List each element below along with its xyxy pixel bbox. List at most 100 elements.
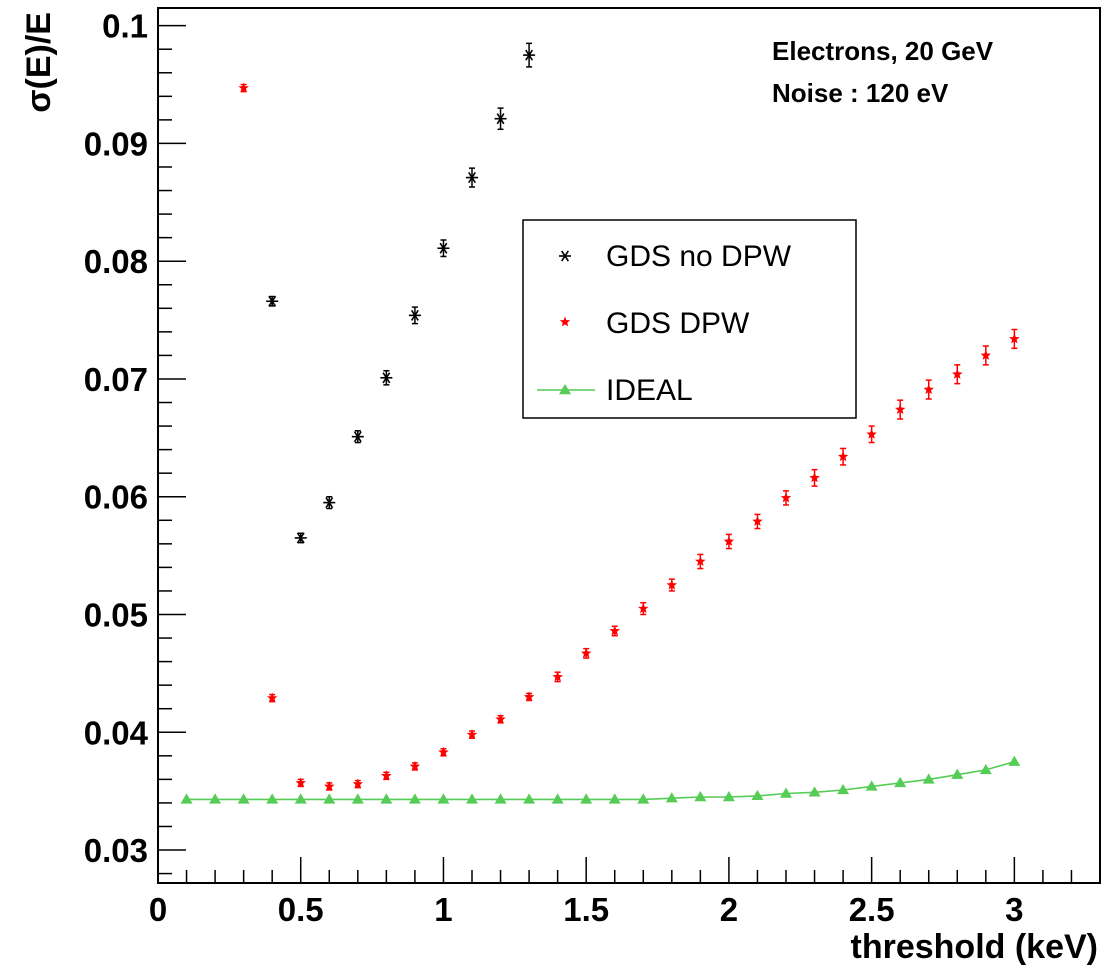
- data-point: [466, 172, 478, 184]
- data-point: [580, 793, 593, 804]
- data-point: [323, 497, 336, 509]
- data-point: [837, 783, 850, 795]
- data-point: [809, 472, 820, 483]
- data-point: [380, 372, 393, 384]
- data-point: [380, 793, 393, 804]
- data-point: [723, 536, 735, 546]
- data-point: [523, 691, 535, 702]
- annotation-beam: Electrons, 20 GeV: [772, 36, 994, 66]
- legend-label-gds-no-dpw: GDS no DPW: [606, 240, 792, 273]
- data-point: [381, 770, 392, 781]
- data-point: [494, 793, 507, 804]
- data-point: [609, 625, 620, 636]
- data-point: [409, 760, 421, 771]
- data-point: [666, 579, 677, 590]
- legend: GDS no DPW GDS DPW IDEAL: [522, 219, 857, 419]
- data-point: [780, 787, 792, 798]
- y-tick-label: 0.05: [84, 596, 148, 633]
- data-point: [437, 242, 450, 254]
- data-point: [1008, 755, 1021, 766]
- data-point: [438, 746, 449, 757]
- data-point: [352, 778, 363, 789]
- y-tick-label: 0.1: [102, 8, 148, 45]
- data-point: [922, 773, 935, 784]
- data-point: [638, 603, 649, 614]
- data-point: [722, 791, 735, 802]
- data-point: [665, 792, 678, 803]
- y-tick-label: 0.04: [84, 714, 149, 751]
- data-point: [751, 789, 764, 801]
- data-point: [294, 793, 307, 804]
- data-point: [895, 404, 906, 414]
- series-gds-no-dpw: [266, 42, 536, 544]
- data-point: [780, 492, 792, 503]
- series-layer: [180, 42, 1021, 804]
- legend-marker-ideal: [537, 384, 595, 395]
- plot-frame: [157, 7, 1101, 884]
- data-point: [894, 776, 907, 788]
- data-point: [866, 428, 877, 439]
- data-point: [323, 793, 336, 804]
- x-tick-label: 2: [720, 891, 738, 928]
- legend-label-ideal: IDEAL: [606, 374, 693, 407]
- data-point: [865, 780, 878, 791]
- legend-symbol: [559, 384, 571, 395]
- legend-symbol: [559, 316, 571, 327]
- series-gds-dpw: [238, 82, 1020, 791]
- data-point: [351, 431, 364, 443]
- data-point: [581, 647, 592, 658]
- y-tick-label: 0.08: [84, 243, 148, 280]
- data-point: [351, 793, 364, 804]
- data-point: [1009, 333, 1020, 344]
- ticks-layer: 0 0.5 1 1.5 2 2.5 3 0.03 0.04 0.05 0.06 0.07 0.08 0.0…: [84, 8, 1101, 928]
- data-point: [494, 113, 507, 125]
- x-tick-label: 0: [149, 891, 167, 928]
- data-point: [637, 793, 650, 804]
- data-point: [923, 384, 934, 394]
- legend-box: [522, 219, 857, 419]
- data-point: [952, 368, 963, 379]
- data-point: [551, 793, 564, 804]
- data-point: [466, 793, 478, 804]
- data-point: [295, 777, 306, 788]
- data-point: [695, 556, 706, 566]
- x-tick-label: 0.5: [278, 891, 324, 928]
- data-point: [837, 451, 849, 462]
- y-tick-label: 0.07: [84, 361, 148, 398]
- data-point: [466, 729, 478, 740]
- series-ideal: [180, 755, 1021, 804]
- y-tick-label: 0.03: [84, 832, 148, 869]
- legend-label-gds-dpw: GDS DPW: [606, 307, 750, 340]
- data-point: [408, 309, 421, 321]
- legend-marker-gds-no-dpw: [559, 250, 571, 262]
- data-point: [324, 780, 335, 791]
- data-point: [523, 793, 536, 804]
- data-point: [552, 671, 563, 682]
- x-axis-title: threshold (keV): [851, 928, 1098, 966]
- data-point: [808, 786, 821, 797]
- legend-marker-gds-dpw: [559, 316, 571, 327]
- data-point: [237, 793, 250, 804]
- x-tick-label: 1.5: [563, 891, 609, 928]
- data-point: [951, 768, 964, 779]
- data-point: [523, 49, 536, 61]
- data-point: [294, 532, 307, 544]
- data-point: [180, 793, 193, 804]
- y-tick-label: 0.06: [84, 479, 148, 516]
- x-tick-label: 2.5: [849, 891, 895, 928]
- data-point: [495, 713, 506, 724]
- legend-symbol: [559, 250, 571, 262]
- x-tick-label: 3: [1005, 891, 1023, 928]
- data-point: [209, 793, 222, 804]
- data-point: [408, 793, 421, 804]
- data-point: [437, 793, 450, 804]
- data-point: [608, 793, 621, 804]
- data-point: [266, 295, 279, 307]
- data-point: [267, 692, 278, 703]
- data-point: [752, 516, 763, 526]
- x-tick-label: 1: [434, 891, 452, 928]
- data-point: [979, 763, 992, 775]
- data-point: [980, 349, 991, 360]
